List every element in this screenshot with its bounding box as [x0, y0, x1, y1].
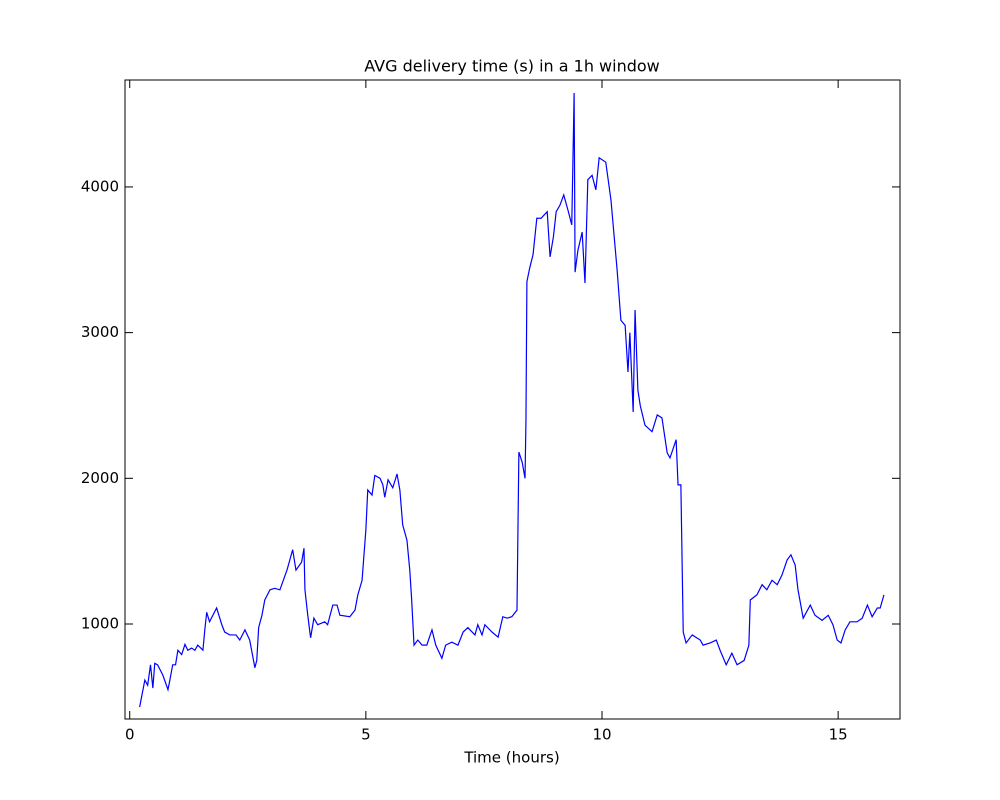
- data-line: [139, 92, 885, 708]
- x-tick-label: 15: [829, 726, 848, 744]
- chart-title: AVG delivery time (s) in a 1h window: [364, 57, 660, 76]
- y-tick-label: 3000: [81, 323, 119, 341]
- x-axis-label: Time (hours): [463, 749, 559, 767]
- y-tick-label: 1000: [81, 615, 119, 633]
- plot-frame: [124, 79, 901, 720]
- x-tick-label: 5: [361, 726, 371, 744]
- y-tick-label: 2000: [81, 469, 119, 487]
- x-tick-label: 0: [125, 726, 135, 744]
- y-tick-label: 4000: [81, 177, 119, 195]
- x-tick-label: 10: [592, 726, 611, 744]
